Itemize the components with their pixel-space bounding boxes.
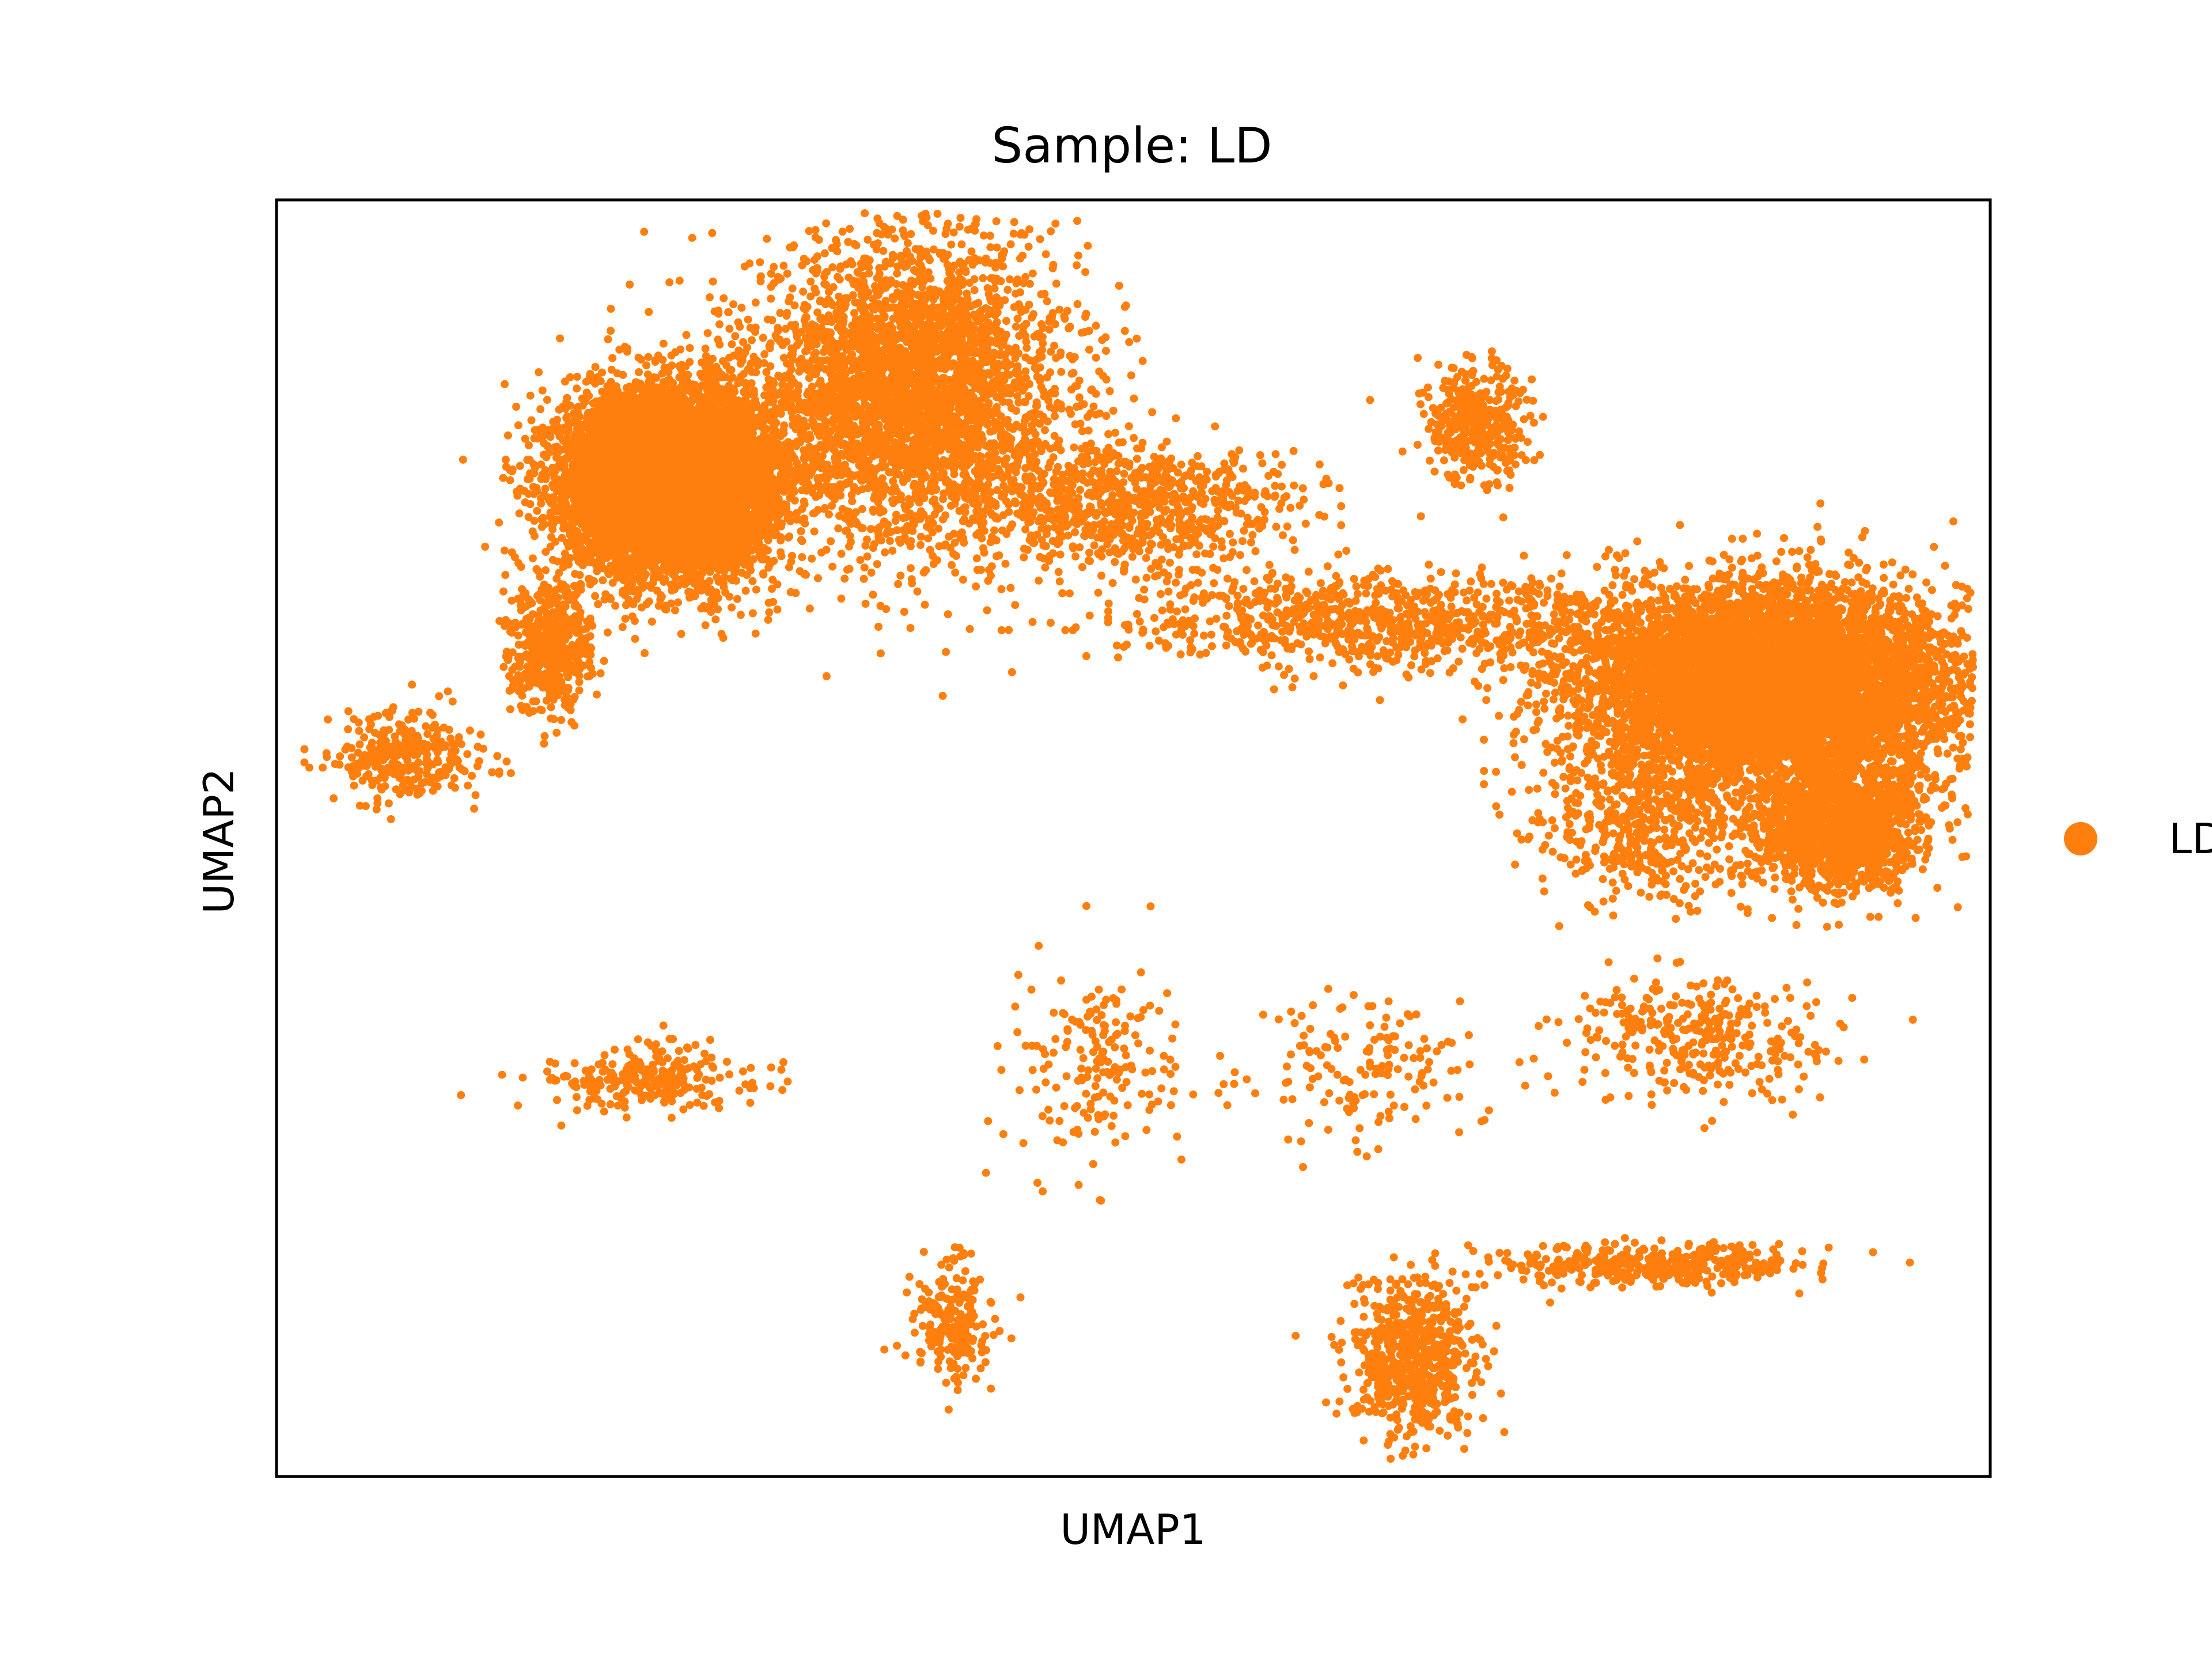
data-point xyxy=(704,329,712,337)
data-point xyxy=(685,358,694,366)
data-point xyxy=(541,466,550,474)
data-point xyxy=(502,456,510,464)
data-point xyxy=(702,621,710,629)
data-point xyxy=(686,344,694,352)
data-point xyxy=(798,537,806,545)
data-point xyxy=(481,543,489,551)
data-point xyxy=(648,618,656,626)
data-point xyxy=(752,630,760,638)
data-point xyxy=(501,571,509,579)
data-point xyxy=(536,405,544,413)
data-point xyxy=(599,576,607,584)
data-point xyxy=(538,523,546,531)
data-point xyxy=(506,476,514,484)
data-point xyxy=(619,371,627,379)
data-point xyxy=(514,421,522,429)
data-point xyxy=(641,649,649,657)
data-point xyxy=(774,605,782,614)
data-point xyxy=(529,554,537,562)
data-point xyxy=(590,577,598,585)
data-point xyxy=(608,366,616,374)
data-point xyxy=(608,354,616,362)
data-point xyxy=(516,462,524,470)
data-point xyxy=(601,590,609,599)
data-point xyxy=(678,361,686,369)
data-point xyxy=(769,598,777,606)
data-point xyxy=(502,463,510,471)
data-point xyxy=(810,528,819,536)
data-point xyxy=(711,615,719,623)
data-point xyxy=(501,380,509,388)
data-point xyxy=(737,611,745,619)
data-point xyxy=(541,566,550,574)
chart-title: Sample: LD xyxy=(991,118,1272,175)
data-point xyxy=(459,456,467,464)
data-point xyxy=(677,630,685,638)
data-point xyxy=(573,373,581,381)
data-point xyxy=(760,350,768,358)
data-point xyxy=(635,368,643,376)
data-point xyxy=(749,609,757,618)
data-point xyxy=(537,499,545,508)
data-point xyxy=(733,595,741,603)
data-point xyxy=(531,532,539,540)
data-point xyxy=(594,600,602,608)
data-point xyxy=(622,601,630,609)
data-point xyxy=(533,507,541,515)
data-point xyxy=(658,574,666,582)
data-point xyxy=(674,599,682,607)
data-point xyxy=(512,403,520,411)
data-point xyxy=(658,356,666,364)
data-point xyxy=(706,403,714,411)
data-point xyxy=(495,518,503,527)
data-point xyxy=(573,384,581,392)
data-point xyxy=(547,533,555,541)
data-point xyxy=(742,587,750,595)
data-point xyxy=(671,606,679,614)
data-point xyxy=(539,387,547,395)
data-point xyxy=(555,406,563,414)
data-point xyxy=(660,340,668,348)
data-point xyxy=(516,509,524,517)
